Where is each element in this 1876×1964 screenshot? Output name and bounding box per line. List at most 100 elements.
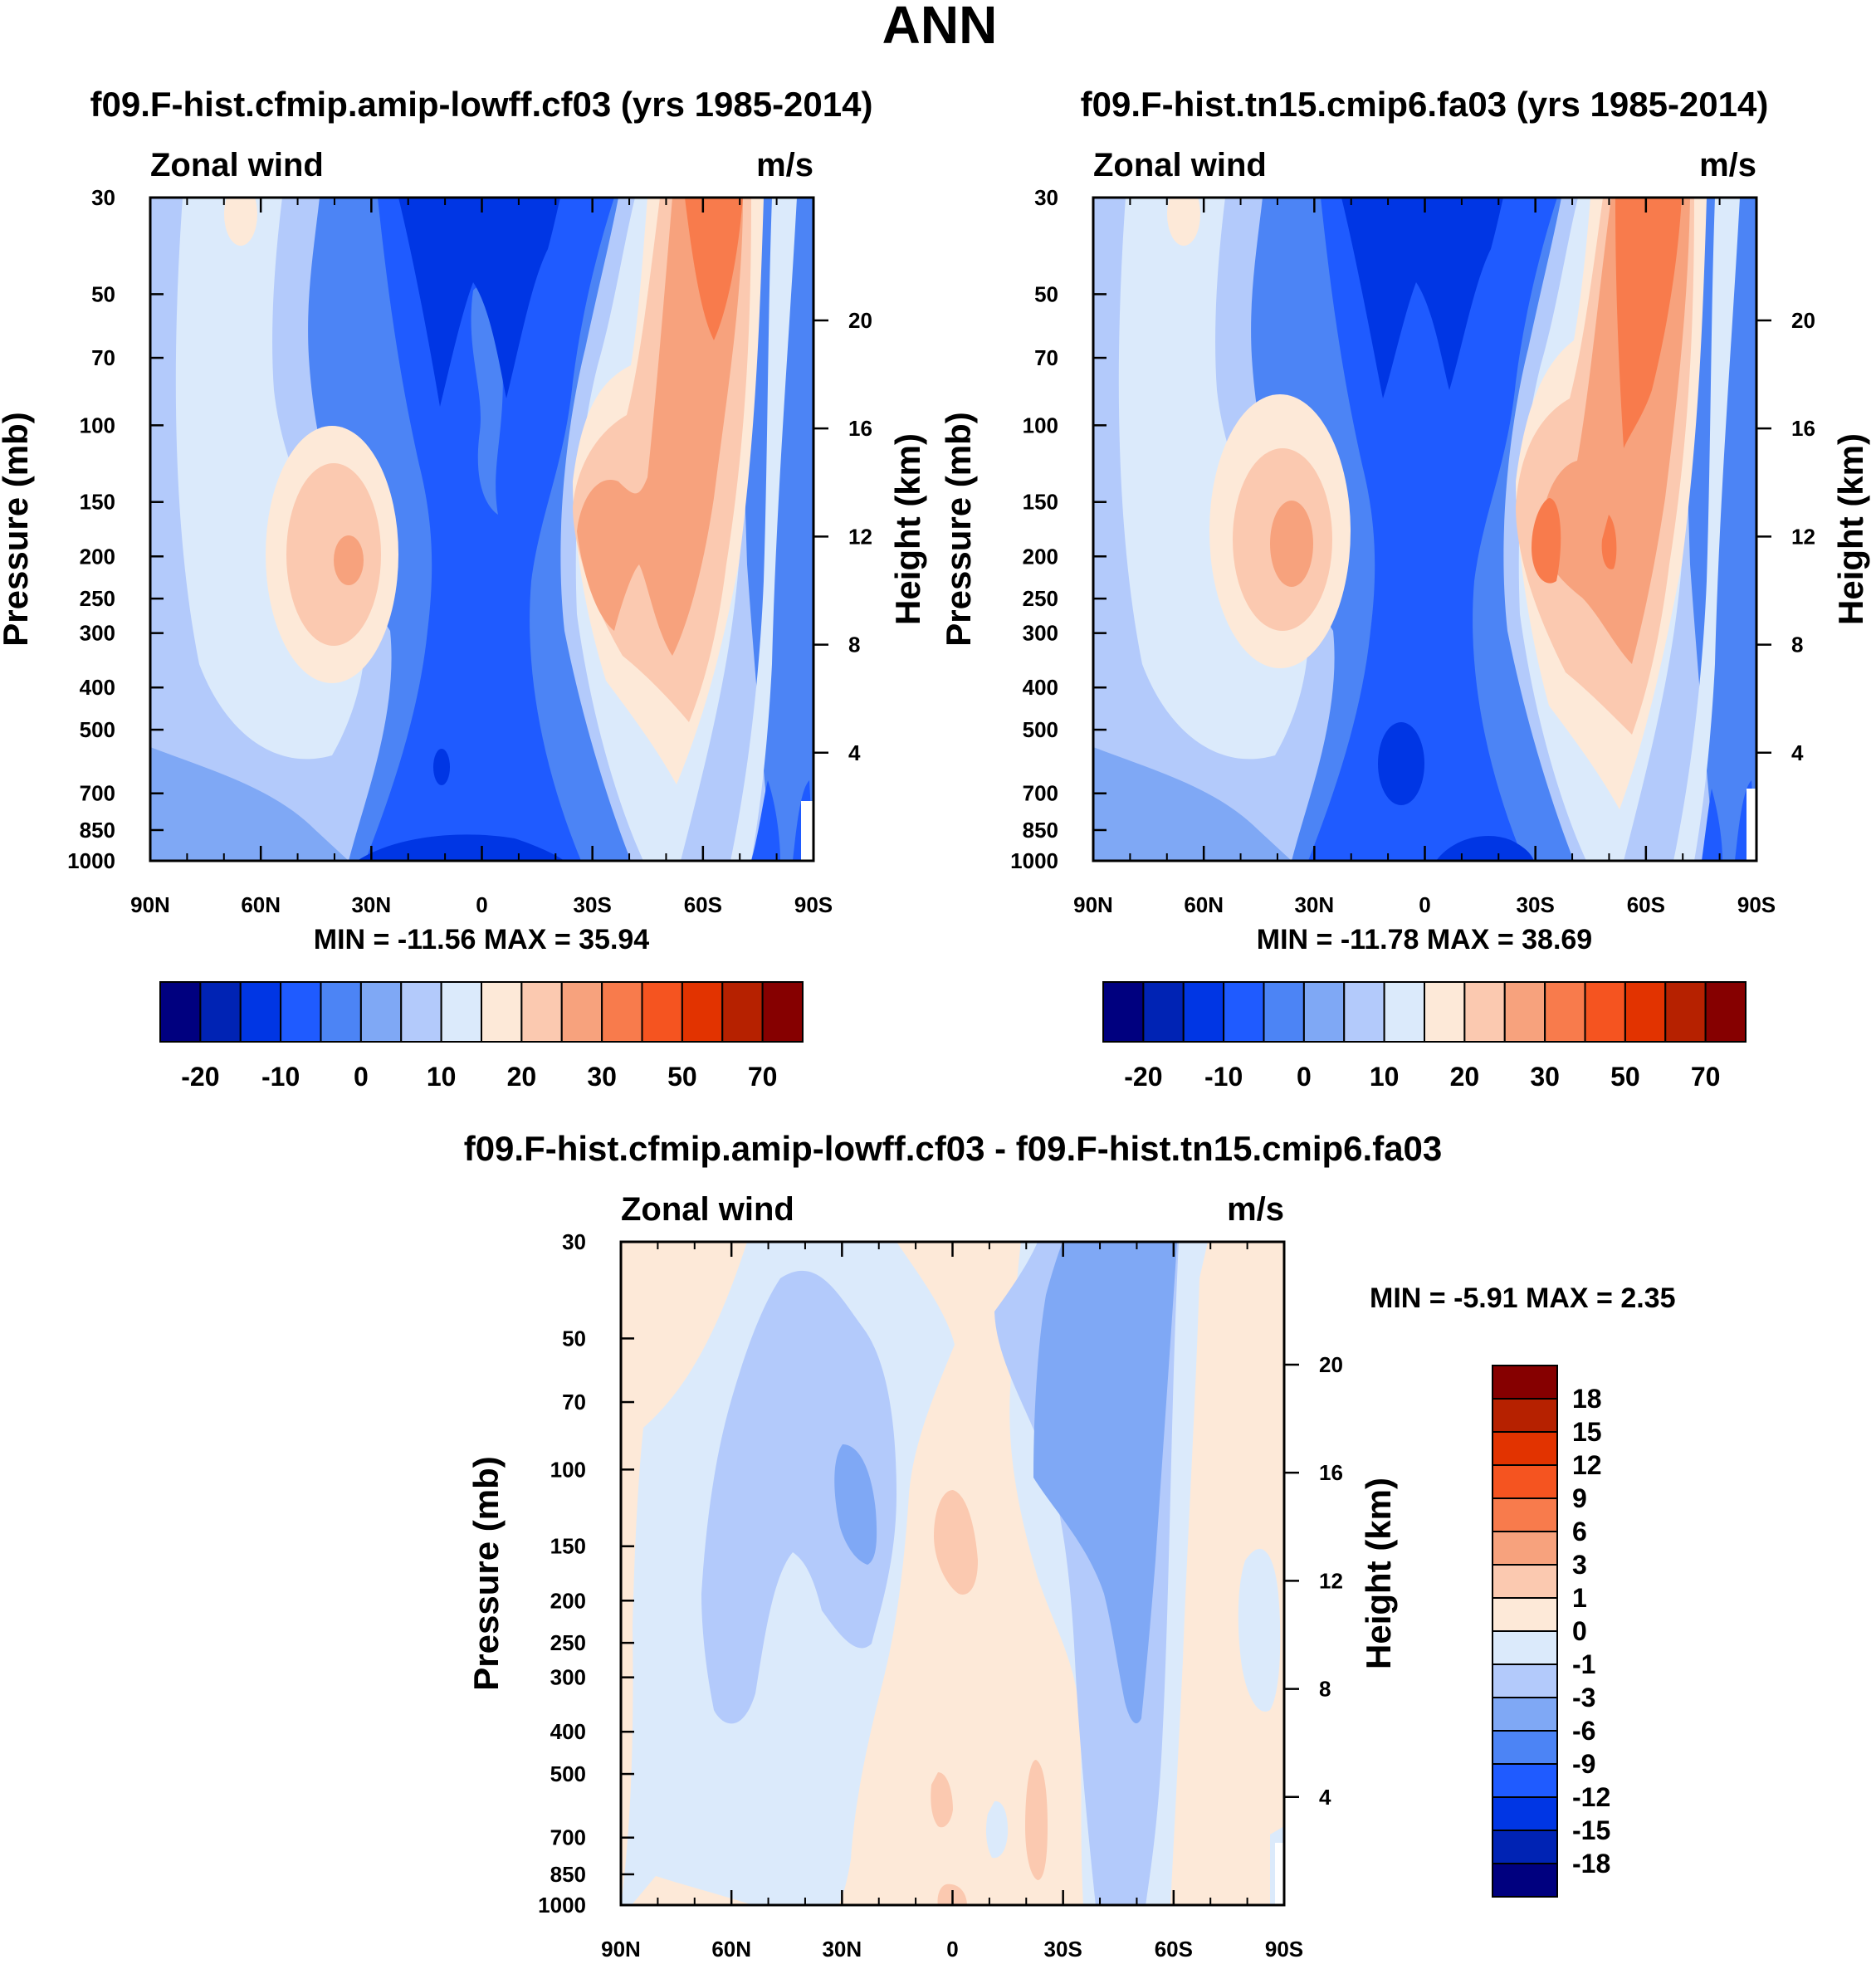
y2-tick-label: 8: [848, 633, 860, 657]
contour-fill: [1275, 1843, 1284, 1906]
colorbar-swatch: [1584, 981, 1626, 1043]
colorbar-swatch: [1704, 981, 1747, 1043]
y-tick-label: 250: [1023, 586, 1058, 611]
contour-fill: [1167, 198, 1200, 246]
colorbar-label: 10: [1370, 1062, 1400, 1092]
colorbar-label: 6: [1572, 1517, 1587, 1546]
y2-tick-label: 16: [1791, 416, 1815, 441]
y2-tick-label: 4: [1791, 740, 1804, 765]
y-tick-label: 1000: [67, 848, 115, 873]
colorbar-swatch: [440, 981, 482, 1043]
colorbar-swatch: [1182, 981, 1225, 1043]
colorbar-label: -6: [1572, 1716, 1595, 1746]
colorbar-label: -15: [1572, 1815, 1610, 1845]
contour-fill: [471, 286, 503, 515]
colorbar-label: 70: [1691, 1062, 1721, 1092]
panel-diff: f09.F-hist.cfmip.amip-lowff.cf03 - f09.F…: [464, 1129, 1676, 1962]
colorbar-swatch: [359, 981, 403, 1043]
contour-fill: [834, 1444, 877, 1565]
colorbar-swatch: [1302, 981, 1346, 1043]
y2-axis-title: Height (km): [1831, 433, 1870, 625]
x-tick-label: 90N: [130, 892, 170, 917]
colorbar-label: 0: [1297, 1062, 1312, 1092]
y-tick-label: 300: [550, 1665, 586, 1690]
colorbar-swatch: [560, 981, 603, 1043]
y-tick-label: 850: [1023, 818, 1058, 843]
panel-a-contours: [150, 198, 813, 861]
colorbar-label: -20: [181, 1062, 219, 1092]
contour-fill: [1532, 498, 1561, 584]
x-tick-label: 30S: [574, 892, 612, 917]
colorbar-swatch: [1424, 981, 1466, 1043]
colorbar-label: -18: [1572, 1849, 1610, 1879]
main-title: ANN: [882, 0, 998, 55]
y2-tick-label: 16: [848, 416, 872, 441]
y-tick-label: 100: [550, 1457, 586, 1482]
y-tick-label: 400: [550, 1719, 586, 1744]
y2-tick-label: 12: [848, 524, 872, 549]
colorbar-label: -10: [1204, 1062, 1243, 1092]
colorbar-swatch: [1383, 981, 1425, 1043]
colorbar-label: -9: [1572, 1749, 1595, 1779]
contour-fill: [1308, 198, 1557, 861]
colorbar-swatch: [1492, 1763, 1558, 1798]
colorbar-swatch: [1492, 1730, 1558, 1765]
contour-fill: [1238, 1548, 1281, 1712]
y-tick-label: 30: [562, 1229, 586, 1254]
y-tick-label: 50: [1034, 281, 1058, 306]
y-tick-label: 150: [80, 490, 115, 515]
y-axis-title: Pressure (mb): [939, 412, 978, 646]
y2-tick-label: 20: [1319, 1352, 1343, 1377]
y-tick-label: 30: [1034, 185, 1058, 210]
contour-fill: [1615, 198, 1682, 448]
panel-b-colorbar: -20 -10 0 10 20 30 50 70: [1102, 981, 1747, 1092]
contour-fill: [985, 1800, 1009, 1859]
colorbar-label: 3: [1572, 1550, 1587, 1580]
colorbar-label: -20: [1124, 1062, 1162, 1092]
panel-diff-title: f09.F-hist.cfmip.amip-lowff.cf03 - f09.F…: [464, 1129, 1443, 1168]
y-tick-label: 150: [550, 1534, 586, 1559]
y-tick-label: 500: [1023, 717, 1058, 742]
x-tick-label: 90S: [794, 892, 833, 917]
colorbar-label: 50: [667, 1062, 697, 1092]
contour-fill: [1747, 789, 1756, 861]
colorbar-swatch: [1492, 1630, 1558, 1665]
y-tick-label: 400: [80, 675, 115, 700]
y-tick-label: 400: [1023, 675, 1058, 700]
contour-fill: [685, 198, 743, 340]
colorbar-swatch: [1492, 1531, 1558, 1566]
colorbar-label: 0: [354, 1062, 369, 1092]
contour-fill: [398, 198, 560, 407]
x-tick-label: 90N: [601, 1937, 641, 1962]
contour-fill: [1341, 198, 1503, 398]
x-tick-label: 30N: [822, 1937, 862, 1962]
colorbar-label: 0: [1572, 1616, 1587, 1646]
colorbar-swatch: [761, 981, 804, 1043]
colorbar-label: 1: [1572, 1583, 1587, 1613]
colorbar-swatch: [601, 981, 643, 1043]
y2-tick-label: 20: [848, 308, 872, 333]
colorbar-label: 30: [587, 1062, 617, 1092]
colorbar-label: -10: [261, 1062, 300, 1092]
contour-fill: [286, 463, 381, 646]
x-tick-label: 0: [946, 1937, 958, 1962]
contour-fill: [1025, 1760, 1048, 1880]
y-tick-label: 200: [550, 1588, 586, 1613]
colorbar-swatch: [1492, 1564, 1558, 1599]
colorbar-swatch: [400, 981, 442, 1043]
contour-fill: [577, 198, 743, 656]
colorbar-label: -12: [1572, 1782, 1610, 1812]
colorbar-swatch: [1492, 1697, 1558, 1732]
y-tick-label: 250: [80, 586, 115, 611]
y-tick-label: 100: [1023, 413, 1058, 437]
panel-diff-contours: [621, 1242, 1284, 1906]
y-tick-label: 700: [550, 1825, 586, 1850]
panel-diff-axes: 30 50 70 100 150 200 250 300 400 500 700 850 1000 20 1…: [467, 1229, 1398, 1962]
colorbar-label: 18: [1572, 1384, 1602, 1414]
x-tick-label: 60S: [1627, 892, 1665, 917]
colorbar-swatch: [1102, 981, 1145, 1043]
panel-a-stats: MIN = -11.56 MAX = 35.94: [314, 924, 650, 955]
colorbar-label: 70: [748, 1062, 778, 1092]
y-tick-label: 150: [1023, 490, 1058, 515]
